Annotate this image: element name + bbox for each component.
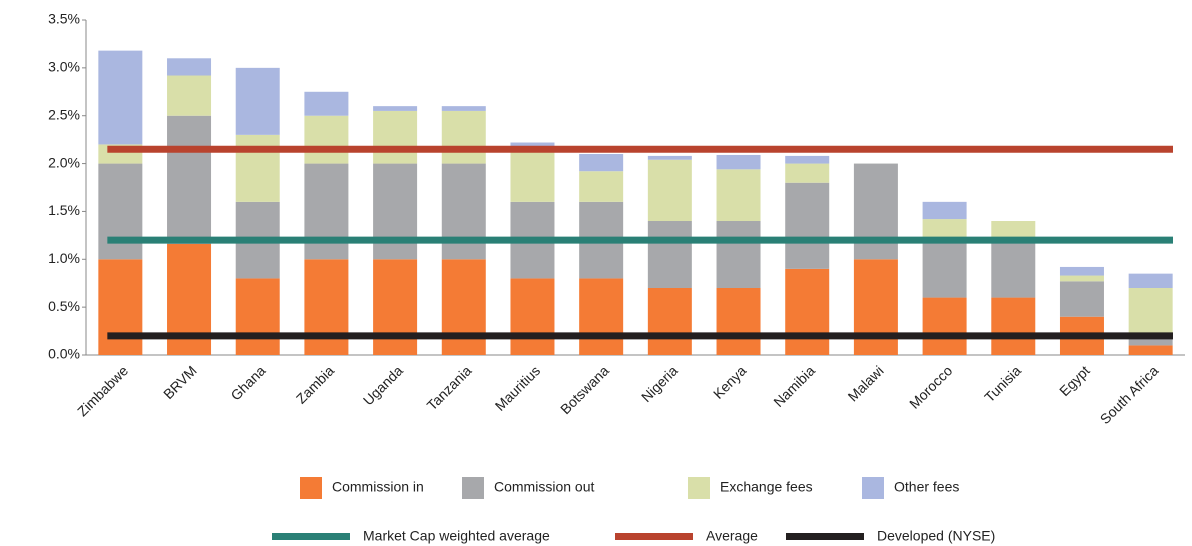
- bar-segment: [1128, 335, 1173, 346]
- bar-segment: [235, 278, 280, 355]
- x-tick-label: Tanzania: [424, 362, 475, 413]
- bar-segment: [922, 297, 967, 355]
- legend-swatch: [300, 477, 322, 499]
- bar-segment: [785, 155, 830, 164]
- bar-segment: [647, 159, 692, 221]
- bar-segment: [716, 154, 761, 170]
- bar-segment: [373, 163, 418, 260]
- x-tick-label: Tunisia: [981, 362, 1024, 405]
- bar-segment: [991, 297, 1036, 355]
- bar-segment: [304, 115, 349, 164]
- y-tick-label: 2.5%: [48, 106, 80, 122]
- legend-label: Average: [706, 528, 758, 544]
- bar-segment: [373, 106, 418, 111]
- bar-segment: [304, 91, 349, 116]
- bar-segment: [167, 58, 212, 76]
- bar-segment: [441, 163, 486, 260]
- bar-segment: [441, 106, 486, 111]
- x-tick-label: Zimbabwe: [74, 362, 131, 419]
- bar-segment: [647, 288, 692, 355]
- bar-segment: [98, 50, 143, 145]
- x-tick-label: Botswana: [557, 362, 612, 417]
- x-tick-label: Kenya: [710, 362, 750, 402]
- y-tick-label: 1.5%: [48, 202, 80, 218]
- bar-segment: [304, 259, 349, 355]
- bar-segment: [510, 146, 555, 202]
- bar-segment: [1059, 281, 1104, 317]
- y-tick-label: 1.0%: [48, 250, 80, 266]
- legend-swatch: [462, 477, 484, 499]
- y-tick-label: 3.0%: [48, 59, 80, 75]
- bar-segment: [441, 110, 486, 164]
- x-tick-label: Morocco: [906, 362, 955, 411]
- x-tick-label: BRVM: [160, 362, 200, 402]
- bar-segment: [579, 171, 624, 202]
- bar-segment: [647, 155, 692, 160]
- legend-label: Other fees: [894, 479, 959, 495]
- x-tick-label: South Africa: [1097, 362, 1162, 427]
- bar-segment: [98, 259, 143, 355]
- bar-segment: [510, 278, 555, 355]
- bar-segment: [785, 182, 830, 269]
- bar-segment: [991, 238, 1036, 298]
- x-tick-label: Ghana: [227, 362, 268, 403]
- bar-segment: [1128, 345, 1173, 355]
- legend-label: Exchange fees: [720, 479, 813, 495]
- legend-label: Commission in: [332, 479, 424, 495]
- bar-segment: [304, 163, 349, 260]
- bar-segment: [1128, 273, 1173, 288]
- bar-segment: [167, 115, 212, 244]
- x-tick-label: Zambia: [293, 362, 337, 406]
- bar-segment: [373, 259, 418, 355]
- bar-segment: [785, 268, 830, 355]
- bar-segment: [98, 163, 143, 260]
- legend-swatch: [786, 533, 864, 540]
- bar-segment: [441, 259, 486, 355]
- bar-segment: [716, 169, 761, 221]
- bar-segment: [853, 163, 898, 260]
- bar-segment: [991, 221, 1036, 239]
- legend-label: Market Cap weighted average: [363, 528, 550, 544]
- bar-segment: [853, 259, 898, 355]
- x-tick-label: Egypt: [1056, 362, 1093, 399]
- bar-segment: [1128, 288, 1173, 336]
- x-tick-label: Namibia: [770, 362, 818, 410]
- bar-segment: [167, 75, 212, 116]
- bar-segment: [716, 288, 761, 355]
- y-tick-label: 0.5%: [48, 298, 80, 314]
- bar-segment: [716, 221, 761, 288]
- legend-label: Commission out: [494, 479, 594, 495]
- y-tick-label: 3.5%: [48, 11, 80, 27]
- x-tick-label: Mauritius: [492, 362, 543, 413]
- x-tick-label: Malawi: [845, 362, 887, 404]
- legend-swatch: [862, 477, 884, 499]
- legend-swatch: [272, 533, 350, 540]
- bar-segment: [235, 67, 280, 135]
- bar-segment: [579, 278, 624, 355]
- bar-segment: [922, 238, 967, 298]
- legend-swatch: [615, 533, 693, 540]
- bar-segment: [922, 201, 967, 220]
- legend-label: Developed (NYSE): [877, 528, 995, 544]
- bar-segment: [510, 142, 555, 147]
- bar-segment: [1059, 266, 1104, 276]
- bar-segment: [373, 110, 418, 164]
- bar-segment: [235, 134, 280, 202]
- bar-segment: [922, 219, 967, 239]
- bar-segment: [785, 163, 830, 183]
- legend-swatch: [688, 477, 710, 499]
- bar-segment: [647, 221, 692, 288]
- bar-segment: [1059, 275, 1104, 282]
- x-tick-label: Nigeria: [638, 362, 681, 405]
- bar-segment: [579, 154, 624, 172]
- y-tick-label: 0.0%: [48, 346, 80, 362]
- x-tick-label: Uganda: [360, 362, 406, 408]
- y-tick-label: 2.0%: [48, 154, 80, 170]
